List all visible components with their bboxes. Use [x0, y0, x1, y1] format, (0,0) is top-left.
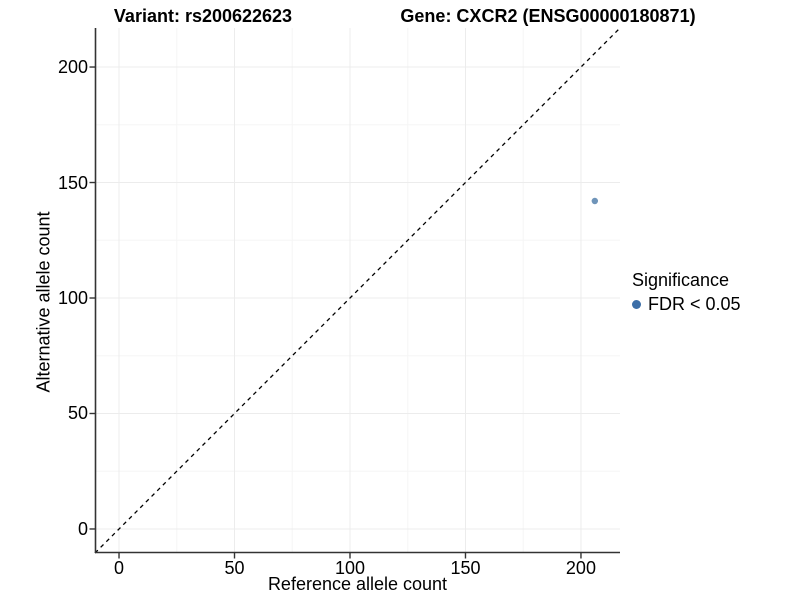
y-tick-label: 50 [67, 403, 88, 424]
x-tick-label: 100 [334, 558, 365, 578]
legend-dot-icon [632, 300, 641, 309]
y-axis-title: Alternative allele count [33, 211, 54, 393]
y-tick-label: 100 [57, 288, 88, 308]
legend: Significance FDR < 0.05 [632, 269, 741, 316]
y-tick-label: 0 [77, 518, 88, 539]
x-tick-label: 50 [224, 558, 245, 578]
legend-item-label: FDR < 0.05 [648, 294, 741, 314]
x-tick-label: 0 [114, 558, 125, 578]
data-point [591, 197, 599, 205]
x-tick-label: 150 [450, 558, 481, 578]
plot-canvas [89, 27, 621, 559]
x-axis-title: Reference allele count [267, 574, 448, 594]
plot-title-variant: Variant: rs200622623 [113, 6, 293, 26]
plot-title-gene: Gene: CXCR2 (ENSG00000180871) [400, 6, 696, 26]
x-tick-label: 200 [565, 558, 596, 578]
legend-item: FDR < 0.05 [632, 293, 741, 316]
y-tick-label: 200 [57, 57, 88, 78]
identity-line [94, 27, 621, 554]
y-tick-label: 150 [57, 172, 88, 193]
legend-title: Significance [632, 270, 730, 290]
plot-panel [89, 27, 621, 559]
